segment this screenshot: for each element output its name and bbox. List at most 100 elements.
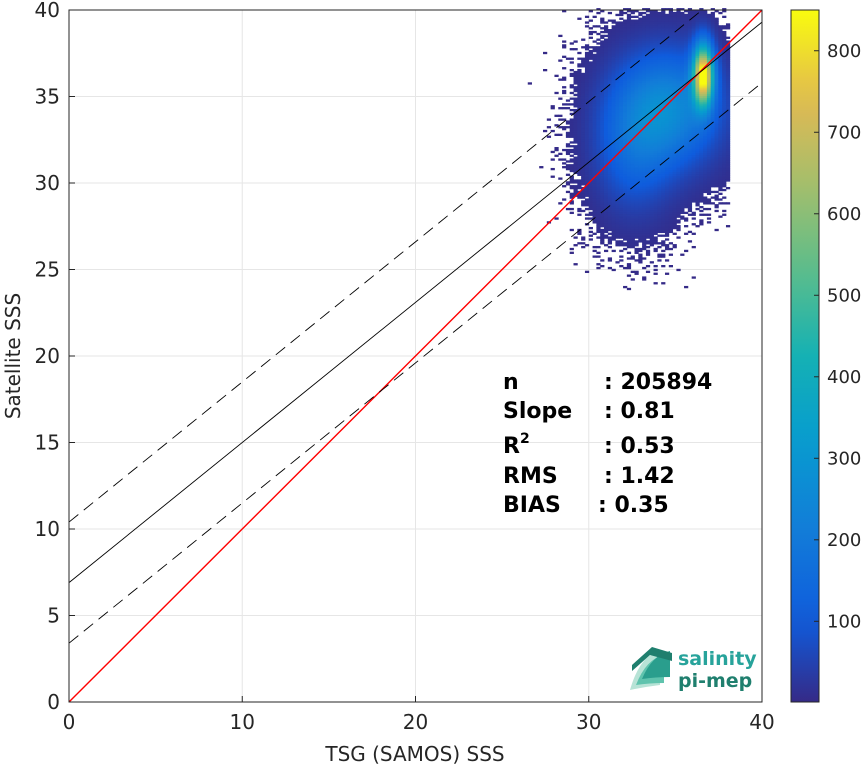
density-cell [611, 129, 616, 133]
density-cell [630, 112, 635, 116]
density-cell [600, 196, 605, 199]
density-cell [638, 209, 643, 213]
density-cell [611, 44, 616, 47]
density-cell [687, 17, 693, 20]
density-cell [638, 175, 643, 178]
density-cell [581, 88, 586, 91]
density-cell [687, 72, 693, 76]
density-cell [687, 213, 693, 216]
density-cell [645, 181, 651, 184]
density-cell [714, 131, 719, 135]
density-cell [626, 17, 632, 20]
density-cell [657, 70, 662, 74]
density-cell [630, 84, 635, 87]
density-cell [642, 29, 647, 32]
density-cell [596, 186, 601, 190]
density-cell [672, 129, 677, 133]
density-cell [725, 84, 731, 87]
density-cell [642, 99, 647, 102]
density-cell [615, 120, 620, 123]
density-cell [684, 51, 689, 55]
density-cell [645, 10, 651, 13]
density-cell [684, 185, 689, 188]
density-cell [634, 23, 639, 26]
density-cell [718, 34, 723, 38]
density-cell [573, 156, 578, 159]
density-cell [592, 232, 597, 235]
density-cell [653, 118, 658, 121]
density-cell [661, 27, 666, 30]
density-cell [577, 154, 582, 157]
density-cell [680, 171, 685, 175]
density-cell [691, 89, 696, 93]
density-cell [684, 59, 689, 62]
density-cell [615, 207, 620, 211]
density-cell [615, 156, 620, 159]
density-cell [718, 67, 723, 70]
density-cell [626, 78, 632, 81]
density-cell [623, 247, 628, 251]
density-cell [703, 61, 708, 64]
density-cell [703, 15, 708, 19]
density-cell [687, 141, 693, 144]
density-cell [703, 25, 708, 28]
density-cell [687, 46, 693, 49]
density-cell [630, 127, 635, 131]
density-cell [634, 126, 639, 129]
density-cell [623, 59, 628, 62]
density-cell [695, 105, 700, 108]
density-cell [638, 53, 643, 57]
density-cell [695, 21, 700, 24]
density-cell [653, 223, 658, 226]
density-cell [600, 108, 605, 112]
density-cell [684, 118, 689, 121]
density-cell [603, 93, 609, 97]
density-cell [623, 32, 628, 36]
density-cell [680, 57, 685, 60]
density-cell [638, 230, 643, 234]
density-cell [634, 42, 639, 45]
density-cell [619, 154, 624, 157]
density-cell [664, 204, 670, 207]
density-cell [626, 186, 632, 190]
density-cell [661, 80, 666, 83]
density-cell [623, 55, 628, 58]
density-cell [680, 30, 685, 34]
density-cell [588, 188, 593, 192]
density-cell [645, 19, 651, 22]
density-cell [630, 67, 635, 70]
density-cell [703, 53, 708, 57]
density-cell [684, 80, 689, 83]
density-cell [607, 30, 613, 34]
density-cell [653, 65, 658, 68]
density-cell [710, 38, 715, 41]
density-cell [706, 217, 712, 220]
density-cell [672, 166, 677, 169]
density-cell [703, 48, 708, 51]
density-cell [680, 91, 685, 95]
density-cell [619, 27, 624, 30]
density-cell [645, 225, 651, 228]
density-cell [725, 93, 731, 97]
density-cell [565, 183, 571, 186]
density-cell [581, 169, 586, 173]
density-cell [680, 173, 685, 176]
density-cell [672, 186, 677, 190]
density-cell [714, 114, 719, 117]
density-cell [630, 105, 635, 108]
density-cell [596, 177, 601, 180]
density-cell [714, 185, 719, 188]
density-cell [714, 32, 719, 36]
density-cell [565, 190, 571, 194]
density-cell [588, 171, 593, 175]
density-cell [676, 221, 681, 224]
density-cell [596, 55, 601, 58]
density-cell [699, 103, 704, 106]
density-cell [703, 95, 708, 98]
density-cell [672, 17, 677, 20]
density-cell [695, 42, 700, 45]
density-cell [626, 46, 632, 49]
density-cell [645, 23, 651, 26]
density-cell [611, 103, 616, 106]
density-cell [619, 55, 624, 58]
